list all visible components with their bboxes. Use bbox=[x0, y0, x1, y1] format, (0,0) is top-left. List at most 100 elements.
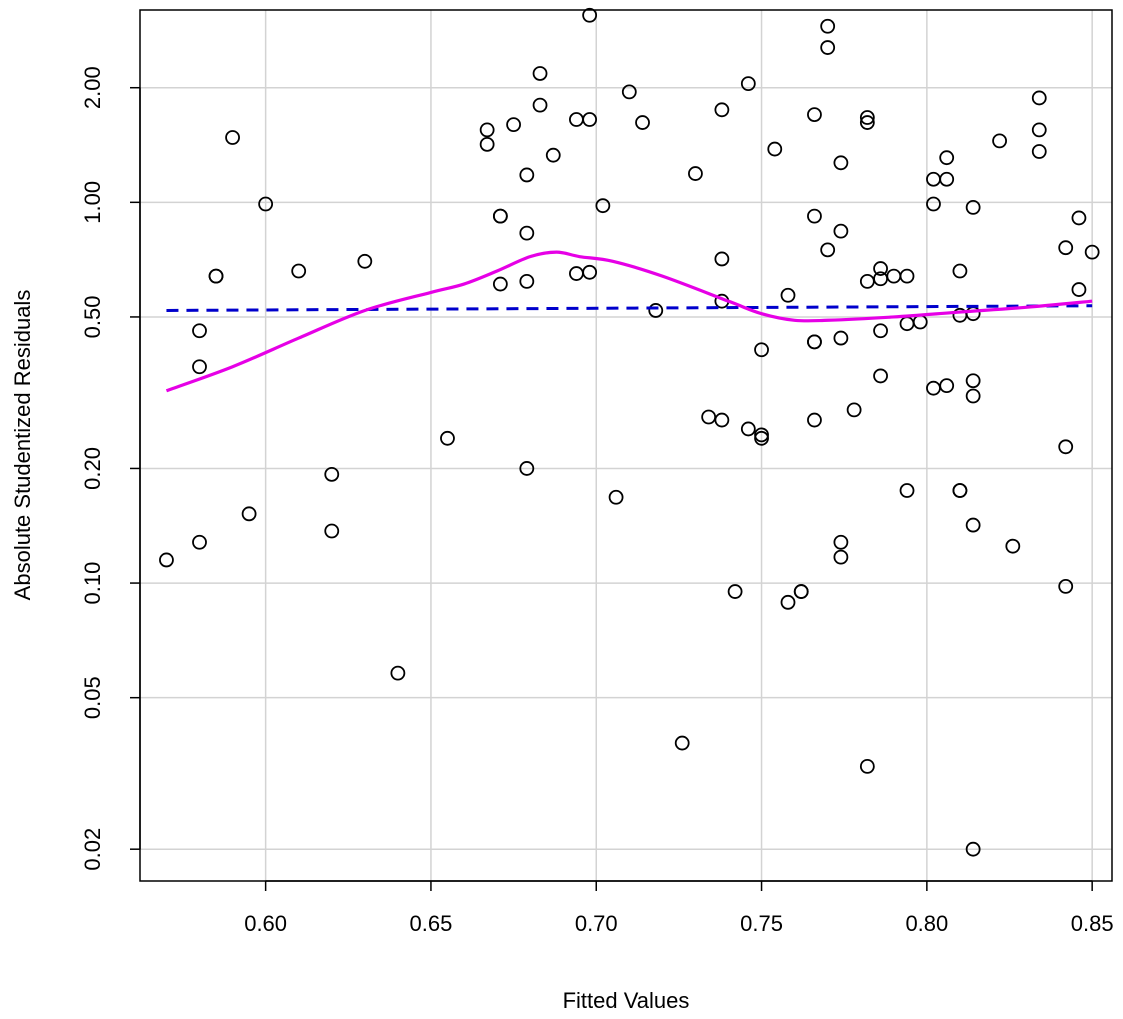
data-point bbox=[635, 115, 650, 130]
data-points bbox=[159, 7, 1100, 857]
data-point bbox=[674, 735, 690, 751]
data-point bbox=[965, 841, 981, 857]
data-point bbox=[886, 268, 902, 284]
data-point bbox=[492, 208, 508, 224]
data-point bbox=[621, 84, 637, 100]
data-point bbox=[926, 380, 941, 396]
data-point bbox=[648, 303, 664, 318]
data-point bbox=[1071, 210, 1087, 226]
data-point bbox=[1031, 144, 1047, 159]
data-point bbox=[1058, 579, 1074, 594]
data-point bbox=[225, 130, 240, 145]
x-tick-label: 0.60 bbox=[244, 911, 287, 936]
data-point bbox=[899, 316, 915, 332]
data-point bbox=[965, 306, 981, 322]
data-point bbox=[608, 489, 624, 505]
data-point bbox=[807, 334, 822, 350]
data-point bbox=[939, 171, 955, 187]
data-point bbox=[258, 196, 274, 212]
data-point bbox=[1058, 439, 1074, 455]
data-point bbox=[479, 122, 495, 138]
data-point bbox=[899, 483, 915, 498]
data-point bbox=[569, 112, 584, 127]
plot-frame bbox=[139, 9, 1113, 882]
data-point bbox=[992, 133, 1007, 149]
data-point bbox=[569, 266, 584, 281]
data-point bbox=[192, 534, 207, 550]
reference-line bbox=[166, 304, 1093, 312]
data-point bbox=[807, 107, 822, 122]
data-point bbox=[701, 409, 717, 425]
data-point bbox=[1058, 240, 1074, 256]
data-point bbox=[833, 330, 849, 346]
data-point bbox=[754, 342, 769, 358]
data-point bbox=[545, 147, 561, 163]
data-point bbox=[390, 665, 406, 681]
data-point bbox=[859, 758, 875, 774]
data-point bbox=[714, 412, 730, 428]
data-point bbox=[440, 430, 455, 446]
data-point bbox=[859, 110, 875, 125]
data-point bbox=[582, 7, 598, 23]
data-point bbox=[192, 323, 207, 339]
data-point bbox=[833, 223, 849, 239]
y-tick-label: 0.50 bbox=[80, 296, 105, 339]
data-point bbox=[324, 466, 340, 482]
data-point bbox=[767, 141, 783, 157]
data-point bbox=[820, 242, 836, 258]
data-point bbox=[532, 97, 548, 113]
data-point bbox=[754, 430, 769, 446]
data-point bbox=[582, 112, 598, 127]
data-point bbox=[324, 523, 340, 539]
data-point bbox=[780, 287, 796, 303]
y-tick-label: 0.05 bbox=[80, 676, 105, 719]
data-point bbox=[1071, 282, 1087, 297]
data-point bbox=[846, 402, 862, 418]
data-point bbox=[859, 115, 875, 130]
data-point bbox=[1084, 244, 1100, 260]
data-point bbox=[859, 273, 875, 289]
data-point bbox=[899, 268, 915, 284]
data-point bbox=[241, 506, 257, 522]
data-point bbox=[873, 368, 888, 384]
data-point bbox=[1005, 538, 1021, 554]
data-point bbox=[519, 225, 535, 241]
data-point bbox=[833, 155, 849, 171]
data-point bbox=[740, 421, 756, 437]
data-point bbox=[833, 549, 849, 565]
data-point bbox=[1031, 90, 1047, 106]
data-point bbox=[1031, 122, 1047, 138]
data-point bbox=[532, 66, 548, 81]
data-point bbox=[939, 150, 955, 166]
data-point bbox=[159, 552, 174, 568]
x-tick-label: 0.75 bbox=[740, 911, 783, 936]
y-tick-label: 1.00 bbox=[80, 181, 105, 224]
data-point bbox=[807, 412, 822, 428]
data-point bbox=[595, 198, 611, 214]
data-point bbox=[807, 208, 822, 224]
data-point bbox=[873, 261, 888, 276]
data-point bbox=[492, 276, 508, 292]
x-tick-label: 0.85 bbox=[1071, 911, 1114, 936]
data-point bbox=[519, 273, 535, 289]
data-point bbox=[820, 18, 836, 34]
data-point bbox=[793, 584, 809, 599]
data-point bbox=[926, 171, 941, 187]
data-point bbox=[208, 268, 224, 284]
data-point bbox=[965, 373, 981, 389]
data-point bbox=[506, 117, 521, 133]
data-point bbox=[952, 263, 968, 279]
data-point bbox=[740, 76, 756, 92]
y-axis: 0.02 0.05 0.10 0.20 0.50 1.00 2.00 bbox=[80, 66, 141, 871]
data-point bbox=[965, 199, 981, 215]
data-point bbox=[582, 264, 598, 280]
data-point bbox=[519, 461, 535, 476]
data-point bbox=[727, 584, 743, 599]
data-point bbox=[780, 594, 796, 610]
data-point bbox=[357, 253, 373, 269]
data-point bbox=[965, 517, 981, 533]
data-point bbox=[688, 166, 703, 181]
data-point bbox=[192, 359, 207, 375]
data-point bbox=[833, 534, 849, 550]
